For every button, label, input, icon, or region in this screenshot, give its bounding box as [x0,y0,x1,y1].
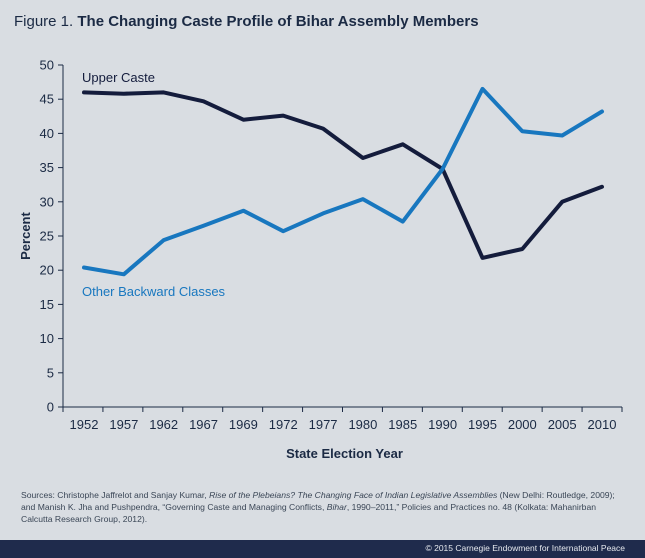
y-tick-label: 40 [40,126,54,141]
x-tick-label: 1977 [309,417,338,432]
sources-lead: Sources: Christophe Jaffrelot and Sanjay… [21,490,210,500]
x-tick-label: 1990 [428,417,457,432]
labels-layer: State Election Year Percent Upper Caste Oth… [18,70,403,461]
figure-title-text: The Changing Caste Profile of Bihar Asse… [77,13,479,30]
figure-panel: Figure 1. The Changing Caste Profile of … [14,13,626,525]
series-line-other-backward-classes [82,86,604,277]
x-tick-label: 1957 [109,417,138,432]
y-tick-label: 45 [40,92,54,107]
y-tick-label: 50 [40,58,54,73]
footer-bar: © 2015 Carnegie Endowment for Internatio… [0,540,645,558]
series-layer [82,86,604,277]
y-tick-label: 15 [40,297,54,312]
y-axis: 0 5 10 15 20 25 30 35 40 45 50 [40,58,64,415]
x-tick-label: 1980 [348,417,377,432]
line-chart: 0 5 10 15 20 25 30 35 40 45 50 1952 1957 1962 1967 196… [18,58,623,461]
y-tick-label: 35 [40,160,54,175]
sources-place: Bihar [326,502,347,512]
sources-mid: (New Delhi: Routledge, 2009); and Manish… [21,490,615,512]
y-axis-title: Percent [18,211,33,259]
y-tick-label: 5 [47,365,54,380]
x-tick-label: 2000 [508,417,537,432]
x-tick-label: 1995 [468,417,497,432]
series-label-other-backward-classes: Other Backward Classes [82,284,226,299]
x-tick-label: 2010 [588,417,617,432]
y-tick-label: 10 [40,331,54,346]
series-line-upper-caste [82,90,604,260]
figure-title: Figure 1. The Changing Caste Profile of … [14,13,479,30]
sources-book-title: Rise of the Plebeians? The Changing Face… [209,490,498,500]
x-tick-label: 1967 [189,417,218,432]
y-tick-label: 20 [40,263,54,278]
y-tick-label: 25 [40,229,54,244]
y-tick-label: 0 [47,400,54,415]
x-tick-label: 1962 [149,417,178,432]
x-tick-label: 1972 [269,417,298,432]
sources-note: Sources: Christophe Jaffrelot and Sanjay… [21,489,626,525]
figure-label: Figure 1. [14,13,74,30]
x-tick-label: 1985 [388,417,417,432]
x-axis-title: State Election Year [286,446,403,461]
x-axis: 1952 1957 1962 1967 1969 1972 1977 1980 1985 1990… [62,406,623,432]
sources-tail: , 1990–2011,” Policies and Practices no.… [21,502,597,524]
x-tick-label: 2005 [548,417,577,432]
x-tick-label: 1969 [229,417,258,432]
y-tick-label: 30 [40,194,54,209]
series-label-upper-caste: Upper Caste [82,70,155,85]
copyright-text: © 2015 Carnegie Endowment for Internatio… [425,543,625,553]
x-tick-label: 1952 [70,417,99,432]
